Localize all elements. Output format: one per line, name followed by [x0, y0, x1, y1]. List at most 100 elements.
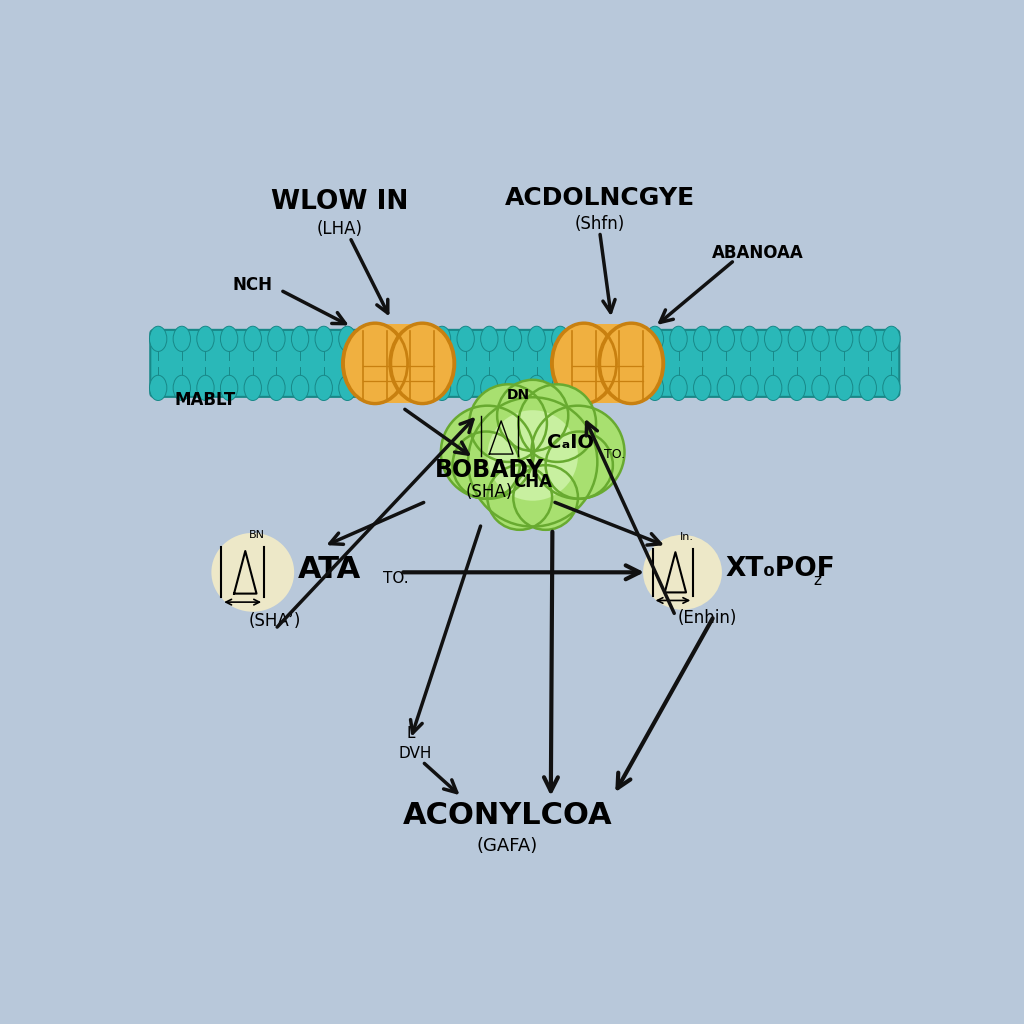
Text: BOBADY: BOBADY [434, 458, 544, 482]
Ellipse shape [528, 327, 546, 351]
Ellipse shape [623, 375, 640, 400]
Ellipse shape [410, 375, 427, 400]
Ellipse shape [480, 327, 498, 351]
Text: (GAFA): (GAFA) [477, 837, 538, 855]
Ellipse shape [552, 375, 569, 400]
Ellipse shape [173, 327, 190, 351]
Ellipse shape [859, 327, 877, 351]
Text: WLOW IN: WLOW IN [270, 188, 409, 215]
Ellipse shape [315, 327, 333, 351]
Ellipse shape [859, 375, 877, 400]
Ellipse shape [836, 327, 853, 351]
Circle shape [518, 384, 596, 462]
Ellipse shape [693, 327, 711, 351]
Ellipse shape [646, 375, 664, 400]
Text: ACDOLNCGYE: ACDOLNCGYE [505, 185, 694, 210]
FancyBboxPatch shape [584, 324, 631, 403]
Ellipse shape [765, 375, 782, 400]
Ellipse shape [717, 375, 734, 400]
Text: MABLT: MABLT [175, 391, 237, 410]
Ellipse shape [386, 375, 403, 400]
Ellipse shape [220, 375, 238, 400]
Ellipse shape [410, 327, 427, 351]
Ellipse shape [315, 375, 333, 400]
Ellipse shape [267, 327, 285, 351]
Text: (SHA): (SHA) [466, 483, 513, 501]
Ellipse shape [717, 327, 734, 351]
Text: DN: DN [507, 388, 530, 401]
Ellipse shape [883, 327, 900, 351]
Ellipse shape [457, 327, 474, 351]
Circle shape [469, 384, 547, 462]
Ellipse shape [244, 327, 261, 351]
Ellipse shape [150, 327, 167, 351]
Ellipse shape [362, 375, 380, 400]
Text: ACONYLCOA: ACONYLCOA [402, 802, 612, 830]
Ellipse shape [292, 375, 309, 400]
Text: CHA: CHA [513, 473, 552, 490]
Ellipse shape [339, 375, 356, 400]
Ellipse shape [197, 375, 214, 400]
Circle shape [487, 465, 552, 529]
Text: DVH: DVH [398, 746, 432, 761]
Ellipse shape [150, 375, 167, 400]
Text: TO.: TO. [603, 447, 625, 461]
Text: (LHA): (LHA) [316, 220, 362, 239]
Ellipse shape [292, 327, 309, 351]
Ellipse shape [600, 324, 663, 403]
Ellipse shape [197, 327, 214, 351]
Ellipse shape [599, 327, 616, 351]
Ellipse shape [504, 327, 521, 351]
Ellipse shape [599, 375, 616, 400]
Ellipse shape [339, 327, 356, 351]
Circle shape [513, 465, 578, 529]
Ellipse shape [788, 327, 806, 351]
Ellipse shape [883, 375, 900, 400]
Ellipse shape [788, 375, 806, 400]
Text: XT₀POF: XT₀POF [725, 556, 835, 583]
Ellipse shape [504, 375, 521, 400]
Circle shape [441, 406, 534, 499]
Ellipse shape [552, 327, 569, 351]
Ellipse shape [740, 375, 758, 400]
Text: z: z [813, 572, 821, 588]
Text: ABANOAA: ABANOAA [712, 244, 803, 262]
Ellipse shape [220, 327, 238, 351]
Ellipse shape [836, 375, 853, 400]
Ellipse shape [575, 375, 593, 400]
Ellipse shape [433, 375, 451, 400]
Ellipse shape [267, 375, 285, 400]
Ellipse shape [457, 375, 474, 400]
Text: NCH: NCH [232, 275, 272, 294]
Circle shape [497, 380, 568, 451]
Ellipse shape [643, 535, 722, 609]
Ellipse shape [670, 375, 687, 400]
Text: BN: BN [249, 530, 265, 541]
Text: (Shfn): (Shfn) [574, 215, 625, 232]
Ellipse shape [343, 324, 407, 403]
Ellipse shape [575, 327, 593, 351]
Ellipse shape [553, 324, 615, 403]
Text: (Enhin): (Enhin) [678, 609, 737, 627]
Circle shape [546, 431, 612, 499]
Text: (SHAʾ): (SHAʾ) [249, 611, 301, 630]
Ellipse shape [528, 375, 546, 400]
Ellipse shape [646, 327, 664, 351]
Ellipse shape [740, 327, 758, 351]
Circle shape [468, 397, 597, 526]
Ellipse shape [173, 375, 190, 400]
Text: CₐIO: CₐIO [547, 433, 594, 452]
Ellipse shape [386, 327, 403, 351]
Ellipse shape [433, 327, 451, 351]
Ellipse shape [812, 327, 829, 351]
Text: In.: In. [680, 532, 693, 543]
Ellipse shape [693, 375, 711, 400]
Ellipse shape [244, 375, 261, 400]
Ellipse shape [211, 532, 294, 611]
Text: L: L [407, 726, 415, 741]
Ellipse shape [765, 327, 782, 351]
FancyBboxPatch shape [151, 330, 899, 397]
Ellipse shape [670, 327, 687, 351]
Ellipse shape [623, 327, 640, 351]
Circle shape [531, 406, 625, 499]
